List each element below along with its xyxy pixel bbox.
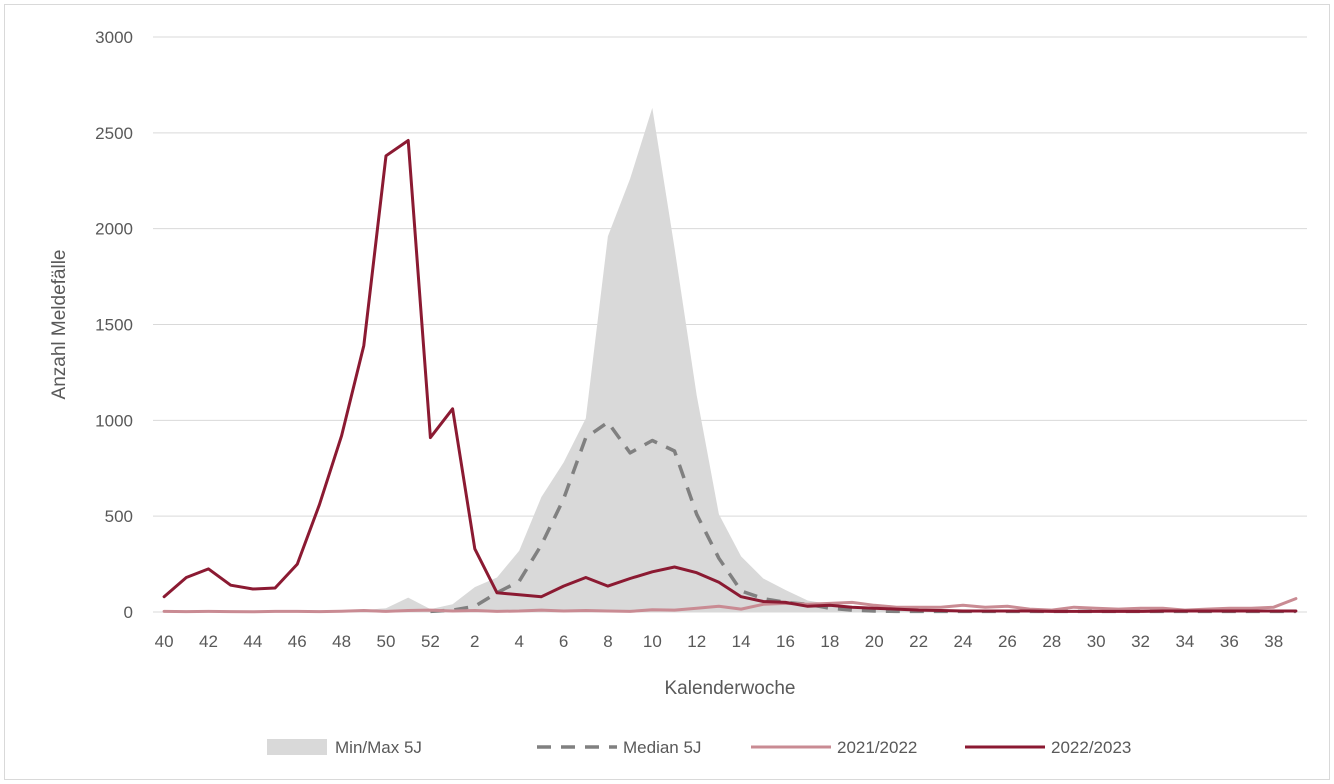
x-tick-label: 8 xyxy=(603,632,612,651)
series-lines-layer xyxy=(162,139,1298,614)
x-tick-label: 28 xyxy=(1042,632,1061,651)
x-tick-label: 30 xyxy=(1087,632,1106,651)
x-tick-label: 48 xyxy=(332,632,351,651)
x-tick-label: 40 xyxy=(155,632,174,651)
x-tick-label: 16 xyxy=(776,632,795,651)
x-tick-label: 18 xyxy=(820,632,839,651)
y-tick-label: 1000 xyxy=(95,411,133,430)
y-tick-label: 2500 xyxy=(95,124,133,143)
series-area-min-max xyxy=(164,107,1296,613)
x-tick-label: 38 xyxy=(1264,632,1283,651)
y-tick-label: 2000 xyxy=(95,220,133,239)
legend: Min/Max 5J Median 5J 2021/2022 2022/2023 xyxy=(267,738,1131,757)
y-tick-label: 1500 xyxy=(95,316,133,335)
x-tick-label: 10 xyxy=(643,632,662,651)
y-tick-label: 3000 xyxy=(95,28,133,47)
x-tick-label: 2 xyxy=(470,632,479,651)
y-axis-title: Anzahl Meldefälle xyxy=(49,250,70,400)
x-tick-label: 42 xyxy=(199,632,218,651)
x-tick-label: 50 xyxy=(377,632,396,651)
grid-lines xyxy=(153,36,1307,613)
series-line-2021-2022 xyxy=(162,597,1298,614)
x-tick-label: 52 xyxy=(421,632,440,651)
x-axis-ticks: 40 42 44 46 48 50 52 2 4 6 8 10 12 14 16 18 20 22 24 26 28 30… xyxy=(155,632,1284,651)
chart-frame: 0 500 1000 1500 2000 2500 3000 40 42 44 46 48 50 52 2… xyxy=(4,4,1330,780)
y-tick-label: 500 xyxy=(105,507,133,526)
x-tick-label: 20 xyxy=(865,632,884,651)
x-tick-label: 22 xyxy=(909,632,928,651)
x-tick-label: 36 xyxy=(1220,632,1239,651)
x-tick-label: 24 xyxy=(954,632,973,651)
x-tick-label: 34 xyxy=(1175,632,1194,651)
y-tick-label: 0 xyxy=(124,603,133,622)
legend-swatch-min-max-5j xyxy=(267,739,327,755)
legend-label-2021-2022: 2021/2022 xyxy=(837,738,917,757)
legend-label-median-5j: Median 5J xyxy=(623,738,701,757)
x-tick-label: 4 xyxy=(514,632,523,651)
y-axis-ticks: 0 500 1000 1500 2000 2500 3000 xyxy=(95,28,133,622)
x-tick-label: 32 xyxy=(1131,632,1150,651)
series-line-2022-2023 xyxy=(162,139,1298,613)
x-axis-title: Kalenderwoche xyxy=(665,678,796,699)
x-tick-label: 14 xyxy=(732,632,751,651)
x-tick-label: 44 xyxy=(243,632,262,651)
legend-label-min-max-5j: Min/Max 5J xyxy=(335,738,422,757)
x-tick-label: 6 xyxy=(559,632,568,651)
x-tick-label: 12 xyxy=(687,632,706,651)
x-tick-label: 46 xyxy=(288,632,307,651)
min-max-area-layer xyxy=(164,107,1296,613)
legend-label-2022-2023: 2022/2023 xyxy=(1051,738,1131,757)
x-tick-label: 26 xyxy=(998,632,1017,651)
